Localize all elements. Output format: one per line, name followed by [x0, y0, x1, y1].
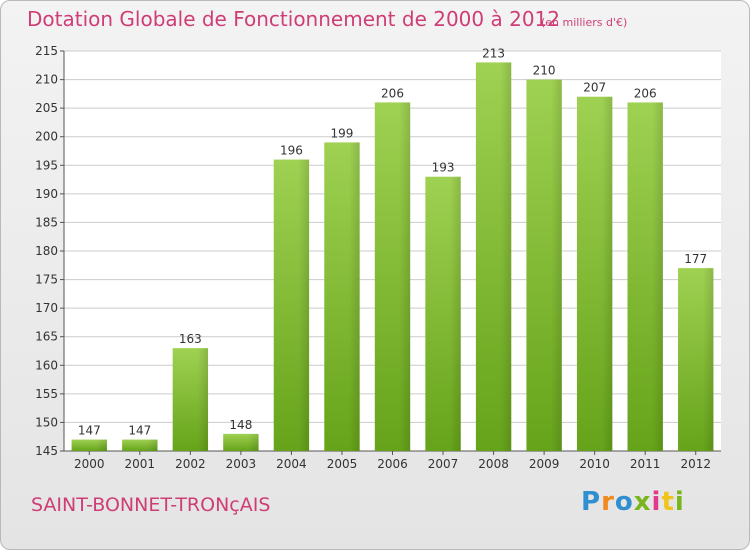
bar-shade	[197, 348, 209, 451]
y-tick-label: 205	[35, 101, 58, 115]
x-tick-label: 2000	[74, 457, 105, 471]
logo-letter: i	[651, 487, 662, 517]
bar	[122, 439, 158, 451]
y-tick-label: 200	[35, 130, 58, 144]
bar-value-label: 196	[280, 144, 303, 158]
bar-value-label: 199	[331, 126, 354, 140]
bar-shade	[551, 79, 562, 452]
x-tick-label: 2002	[175, 457, 206, 471]
logo-letter: i	[674, 487, 685, 517]
bar	[71, 439, 107, 451]
logo-letter: P	[581, 487, 602, 517]
bar-value-label: 147	[128, 424, 151, 438]
proxiti-logo: Proxiti	[581, 487, 685, 517]
x-tick-label: 2008	[478, 457, 509, 471]
bar-value-label: 207	[583, 81, 606, 95]
x-tick-label: 2009	[529, 457, 560, 471]
bar-shade	[146, 439, 158, 451]
bar-value-label: 148	[229, 418, 252, 432]
bar-value-label: 193	[432, 161, 455, 175]
bar-shade	[96, 439, 107, 451]
chart-subtitle: (en milliers d'€)	[541, 16, 628, 29]
x-tick-label: 2007	[428, 457, 459, 471]
bar-value-label: 206	[634, 86, 657, 100]
x-tick-label: 2006	[377, 457, 408, 471]
y-tick-label: 215	[35, 44, 58, 58]
bar-shade	[500, 62, 512, 452]
bar-shade	[247, 433, 259, 451]
y-tick-label: 195	[35, 158, 58, 172]
y-tick-label: 210	[35, 73, 58, 87]
bar-value-label: 163	[179, 332, 202, 346]
logo-letter: t	[661, 487, 675, 517]
y-tick-label: 165	[35, 330, 58, 344]
bar-shade	[652, 102, 663, 451]
bar-shade	[702, 268, 714, 451]
bar-value-label: 177	[684, 252, 707, 266]
x-tick-label: 2003	[226, 457, 257, 471]
y-tick-label: 175	[35, 273, 58, 287]
x-tick-label: 2011	[630, 457, 661, 471]
y-tick-label: 150	[35, 415, 58, 429]
y-tick-label: 185	[35, 215, 58, 229]
logo-letter: r	[601, 487, 615, 517]
x-tick-label: 2001	[125, 457, 156, 471]
x-tick-label: 2004	[276, 457, 307, 471]
bar-value-label: 206	[381, 86, 404, 100]
bar-shade	[601, 96, 613, 451]
logo-letter: o	[614, 487, 634, 517]
y-tick-label: 180	[35, 244, 58, 258]
y-tick-label: 155	[35, 387, 58, 401]
y-tick-label: 190	[35, 187, 58, 201]
y-tick-label: 145	[35, 444, 58, 458]
bar-shade	[298, 159, 310, 452]
x-tick-label: 2010	[579, 457, 610, 471]
logo-letter: x	[633, 487, 652, 517]
commune-name: SAINT-BONNET-TRONçAIS	[31, 494, 271, 516]
bar-value-label: 147	[78, 424, 101, 438]
bar-shade	[450, 176, 461, 451]
bar-shade	[349, 142, 360, 451]
bar-shade	[399, 102, 411, 451]
bar-value-label: 210	[533, 64, 556, 78]
chart-title: Dotation Globale de Fonctionnement de 20…	[27, 7, 560, 31]
y-tick-label: 170	[35, 301, 58, 315]
y-tick-label: 160	[35, 358, 58, 372]
x-tick-label: 2005	[327, 457, 358, 471]
x-tick-label: 2012	[680, 457, 711, 471]
bar-value-label: 213	[482, 46, 505, 60]
